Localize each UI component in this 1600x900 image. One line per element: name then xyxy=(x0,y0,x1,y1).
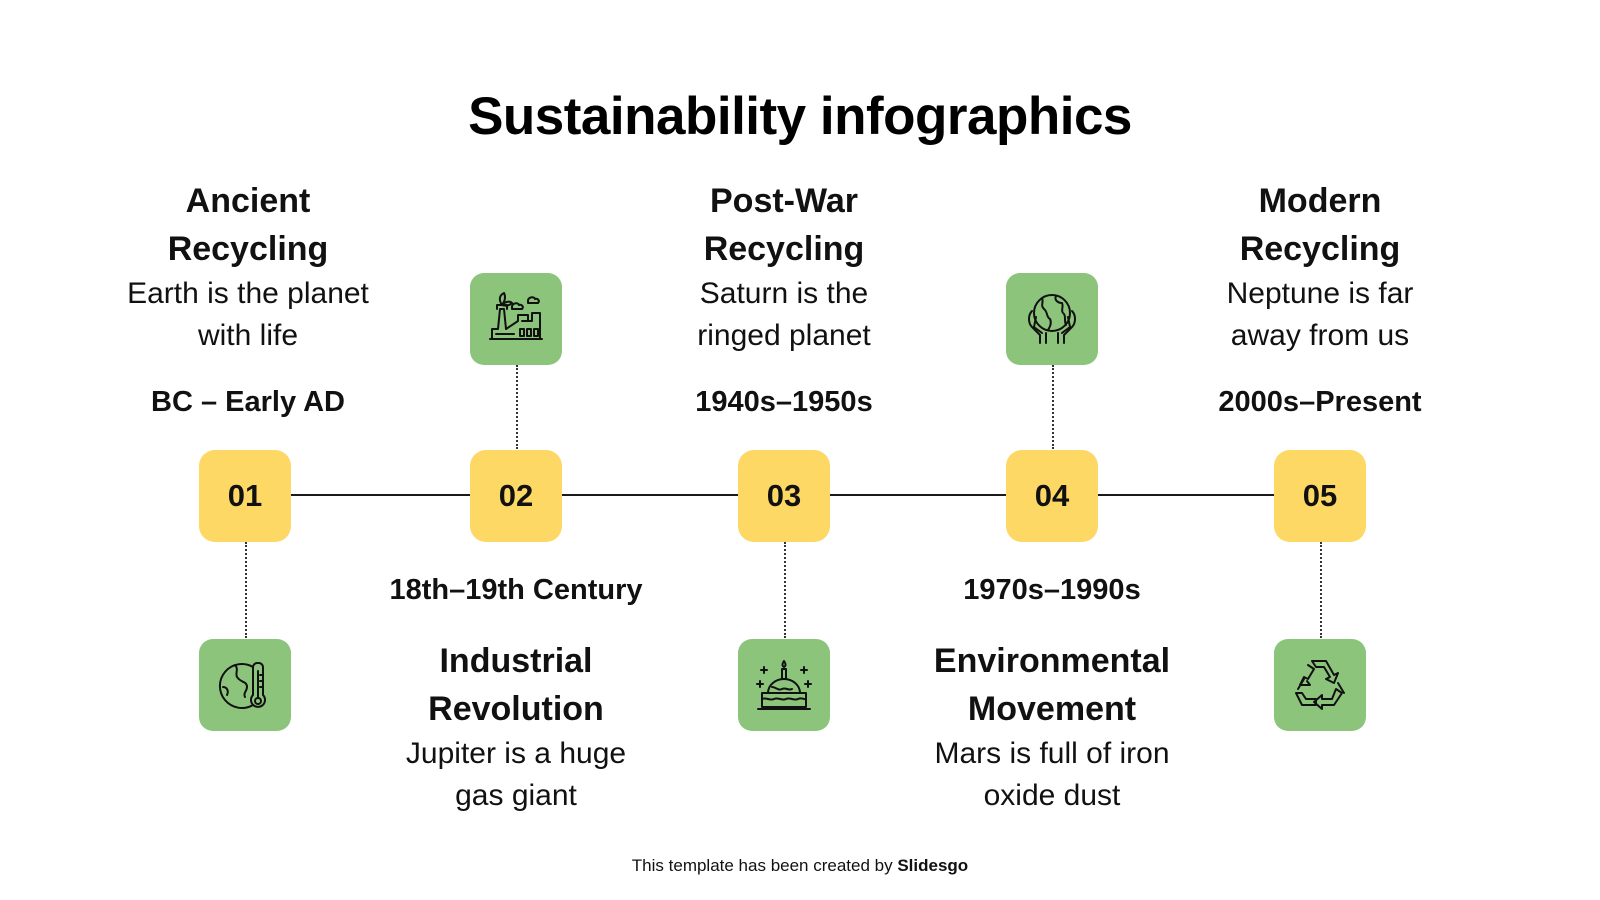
step-5-heading: Modern Recycling xyxy=(1239,182,1401,268)
step-5-period: 2000s–Present xyxy=(1218,386,1422,418)
factory-icon xyxy=(489,292,543,340)
step-3-number-badge: 03 xyxy=(738,450,830,542)
step-2-text: Industrial Revolution Jupiter is a huge … xyxy=(356,637,676,817)
footer-credit: This template has been created by Slides… xyxy=(631,856,969,875)
connector-1 xyxy=(245,542,247,638)
step-2-number-badge: 02 xyxy=(470,450,562,542)
step-4-heading: Environmental Movement xyxy=(933,642,1171,728)
hands-globe-icon xyxy=(1028,294,1076,344)
connector-5 xyxy=(1320,542,1322,638)
step-2-period: 18th–19th Century xyxy=(389,574,643,606)
step-1-text: Ancient Recycling Earth is the planet wi… xyxy=(88,177,408,357)
connector-4 xyxy=(1052,365,1054,449)
step-1-description: Earth is the planet with life xyxy=(127,277,369,352)
step-1-heading: Ancient Recycling xyxy=(167,182,329,268)
step-1-period: BC – Early AD xyxy=(151,386,345,418)
step-1-icon-box xyxy=(199,639,291,731)
step-3-period: 1940s–1950s xyxy=(695,386,873,418)
step-3-icon-box xyxy=(738,639,830,731)
step-5-description: Neptune is far away from us xyxy=(1226,277,1414,352)
step-2-description: Jupiter is a huge gas giant xyxy=(405,737,627,812)
step-1-number-badge: 01 xyxy=(199,450,291,542)
step-4-description: Mars is full of iron oxide dust xyxy=(934,737,1170,812)
step-3-text: Post-War Recycling Saturn is the ringed … xyxy=(624,177,944,357)
step-4-period: 1970s–1990s xyxy=(963,574,1141,606)
connector-2 xyxy=(516,365,518,449)
step-3-description: Saturn is the ringed planet xyxy=(697,277,871,352)
step-4-text: Environmental Movement Mars is full of i… xyxy=(892,637,1212,817)
step-3-heading: Post-War Recycling xyxy=(703,182,865,268)
step-2-icon-box xyxy=(470,273,562,365)
step-5-text: Modern Recycling Neptune is far away fro… xyxy=(1160,177,1480,357)
recycle-icon xyxy=(1295,660,1345,710)
step-5-icon-box xyxy=(1274,639,1366,731)
step-2-heading: Industrial Revolution xyxy=(428,642,604,728)
earth-cake-icon xyxy=(756,660,812,710)
step-4-icon-box xyxy=(1006,273,1098,365)
footer-brand[interactable]: Slidesgo xyxy=(897,856,969,875)
step-4-number-badge: 04 xyxy=(1006,450,1098,542)
step-5-number-badge: 05 xyxy=(1274,450,1366,542)
page-title: Sustainability infographics xyxy=(468,87,1132,146)
earth-thermometer-icon xyxy=(218,662,266,709)
connector-3 xyxy=(784,542,786,638)
